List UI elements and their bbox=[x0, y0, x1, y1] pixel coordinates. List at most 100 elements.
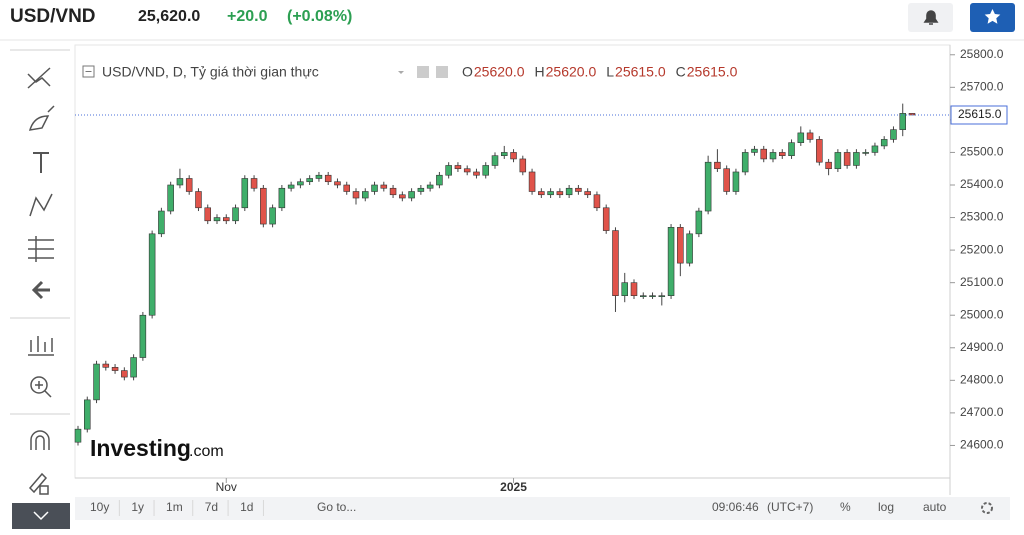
legend-toggle[interactable] bbox=[82, 65, 95, 78]
candle-body bbox=[677, 227, 684, 264]
candle-body bbox=[779, 152, 786, 156]
fib-tool[interactable] bbox=[28, 236, 54, 262]
x-tick-label: Nov bbox=[216, 480, 237, 494]
candle-body bbox=[269, 207, 276, 225]
ohlc-value: 25615.0 bbox=[687, 64, 738, 80]
candle-body bbox=[111, 367, 119, 371]
candle-body bbox=[714, 161, 721, 170]
y-tick-label: 25200.0 bbox=[960, 242, 1004, 256]
candle-body bbox=[158, 210, 165, 235]
candle-body bbox=[185, 178, 193, 192]
goto-button[interactable]: Go to... bbox=[317, 500, 356, 514]
dropdown-icon[interactable] bbox=[398, 71, 404, 74]
bell-icon bbox=[923, 10, 939, 25]
candle-body bbox=[445, 165, 452, 176]
candle-body bbox=[760, 148, 767, 160]
zoom-tool[interactable] bbox=[30, 376, 48, 394]
candle-body bbox=[334, 181, 341, 186]
candle-body bbox=[862, 152, 869, 154]
candle-body bbox=[426, 184, 434, 189]
candle-body bbox=[816, 139, 823, 163]
candle-body bbox=[602, 207, 610, 231]
candle-body bbox=[130, 357, 137, 378]
candle-body bbox=[649, 295, 656, 297]
collapse-button[interactable] bbox=[12, 503, 70, 529]
ohlc-value: 25620.0 bbox=[474, 64, 525, 80]
candle-body bbox=[593, 194, 601, 209]
range-button[interactable]: 1m bbox=[166, 500, 183, 514]
settings-icon[interactable] bbox=[436, 66, 448, 78]
range-button[interactable]: 10y bbox=[90, 500, 109, 514]
ohlc-value: 25615.0 bbox=[615, 64, 666, 80]
indicator-tool[interactable] bbox=[28, 336, 54, 356]
candle-body bbox=[362, 191, 369, 199]
candle-body bbox=[565, 187, 573, 196]
log-button[interactable]: log bbox=[878, 500, 894, 514]
candle-body bbox=[797, 132, 805, 143]
candle-body bbox=[463, 168, 471, 173]
candle-body bbox=[454, 165, 462, 170]
clock: 09:06:46 bbox=[712, 500, 759, 514]
y-tick-label: 24800.0 bbox=[960, 373, 1004, 387]
candle-body bbox=[843, 152, 851, 166]
pattern-tool[interactable] bbox=[29, 193, 53, 217]
auto-button[interactable]: auto bbox=[923, 500, 947, 514]
collapse-icon bbox=[33, 511, 49, 521]
candle-body bbox=[176, 178, 184, 186]
percent-button[interactable]: % bbox=[840, 500, 851, 514]
candle-body bbox=[408, 191, 415, 199]
lock-tool[interactable] bbox=[28, 472, 49, 495]
candles bbox=[74, 103, 916, 446]
last-price-box bbox=[950, 105, 1008, 125]
candle-body bbox=[621, 282, 628, 296]
candle-body bbox=[204, 207, 211, 222]
ohlc-key: C bbox=[676, 64, 686, 80]
candle-body bbox=[899, 113, 906, 130]
candle-body bbox=[667, 227, 675, 296]
candle-body bbox=[380, 184, 388, 189]
text-tool[interactable] bbox=[33, 152, 49, 173]
candle-body bbox=[890, 129, 897, 140]
candle-body bbox=[482, 165, 489, 176]
y-tick-label: 25700.0 bbox=[960, 79, 1004, 93]
back-tool[interactable] bbox=[31, 280, 50, 300]
bottom-toolbar: Go to... 09:06:46 (UTC+7) % log auto 10y… bbox=[75, 497, 1010, 520]
chart-legend: USD/VND, D, Tỷ giá thời gian thực O 25620… bbox=[82, 64, 738, 80]
candle-body bbox=[148, 233, 156, 316]
range-button[interactable]: 1d bbox=[240, 500, 253, 514]
ohlc-values: O 25620.0 H 25620.0 L 25615.0 C 25615.0 bbox=[462, 64, 738, 80]
brush-tool[interactable] bbox=[28, 105, 55, 131]
last-price-label: 25615.0 bbox=[958, 107, 1002, 121]
zoom-icon bbox=[35, 381, 52, 398]
range-button[interactable]: 1y bbox=[131, 500, 144, 514]
candle-body bbox=[704, 161, 712, 212]
candle-body bbox=[640, 295, 647, 297]
candle-body bbox=[139, 314, 147, 358]
candle-body bbox=[834, 152, 842, 170]
candle-body bbox=[741, 152, 749, 173]
y-tick-label: 25300.0 bbox=[960, 210, 1004, 224]
range-button[interactable]: 7d bbox=[205, 500, 218, 514]
candle-body bbox=[806, 132, 814, 140]
candle-body bbox=[297, 181, 304, 186]
candle-body bbox=[501, 152, 508, 156]
ohlc-value: 25620.0 bbox=[546, 64, 597, 80]
eye-icon[interactable] bbox=[417, 66, 429, 78]
trend-tool[interactable] bbox=[27, 67, 51, 89]
candle-body bbox=[788, 142, 795, 156]
candle-body bbox=[436, 174, 443, 186]
candle-body bbox=[528, 171, 536, 192]
candle-body bbox=[241, 178, 249, 209]
candle-body bbox=[658, 295, 666, 297]
y-tick-label: 25100.0 bbox=[960, 275, 1004, 289]
candle-body bbox=[538, 191, 545, 196]
settings-button[interactable] bbox=[981, 502, 993, 514]
timezone[interactable]: (UTC+7) bbox=[767, 500, 813, 514]
candle-body bbox=[371, 184, 378, 192]
candle-body bbox=[519, 158, 527, 173]
left-toolbar bbox=[10, 49, 70, 529]
magnet-tool[interactable] bbox=[30, 430, 50, 450]
candle-body bbox=[213, 217, 221, 222]
candle-body bbox=[510, 152, 517, 160]
star-icon bbox=[984, 9, 1001, 24]
